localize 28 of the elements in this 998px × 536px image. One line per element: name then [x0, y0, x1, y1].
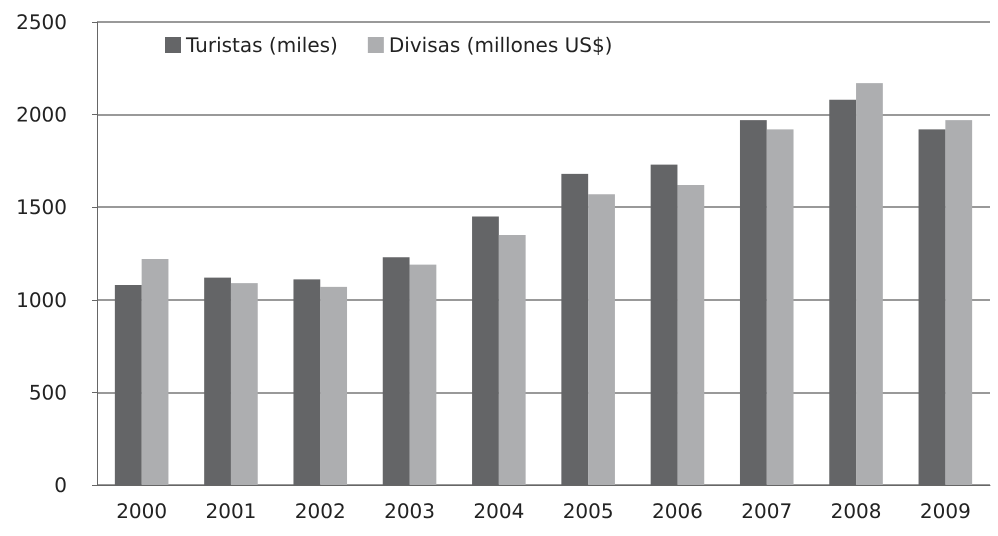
bar [856, 83, 883, 485]
y-tick-label: 500 [28, 380, 67, 404]
y-tick-label: 2500 [16, 10, 67, 34]
bar [588, 194, 615, 485]
y-tick-label: 0 [54, 473, 67, 497]
x-tick-label: 2003 [384, 499, 436, 523]
bar [498, 234, 526, 485]
y-tick-label: 1500 [16, 195, 67, 220]
bar [410, 264, 436, 485]
x-tick-label: 2002 [294, 499, 346, 523]
x-tick-label: 2004 [473, 499, 524, 523]
x-tick-label: 2000 [116, 499, 168, 523]
bar [142, 259, 168, 485]
y-tick-label: 1000 [16, 288, 67, 312]
x-tick-label: 2006 [652, 499, 703, 523]
bar [945, 120, 972, 485]
legend-label: Divisas (millones US$) [388, 33, 612, 57]
x-tick-label: 2007 [741, 499, 792, 523]
bar [677, 184, 704, 485]
x-tick-label: 2009 [920, 499, 971, 523]
x-tick-label: 2008 [830, 499, 882, 523]
y-tick-label: 2000 [16, 102, 67, 127]
bar [320, 286, 348, 485]
legend-label: Turistas (miles) [185, 33, 338, 57]
bar [766, 129, 794, 485]
x-tick-label: 2001 [205, 499, 256, 523]
x-tick-label: 2005 [562, 499, 614, 523]
bar [230, 283, 258, 485]
